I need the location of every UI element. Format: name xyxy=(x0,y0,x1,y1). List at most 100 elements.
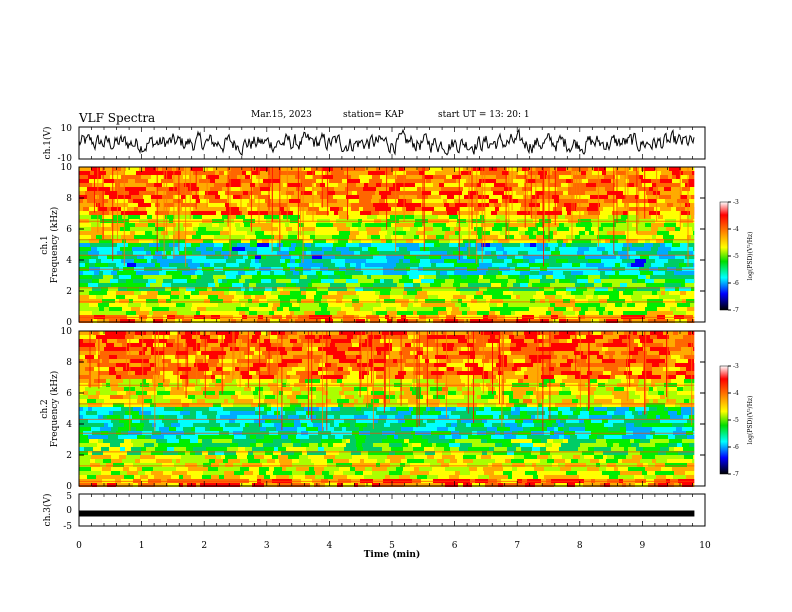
spectrogram-cell xyxy=(360,211,371,215)
spectrogram-cell xyxy=(623,319,632,323)
spectrogram-cell xyxy=(672,423,684,427)
spectrogram-cell xyxy=(157,331,165,335)
spectrogram-cell xyxy=(299,223,304,227)
spectrogram-cell xyxy=(645,239,650,243)
spectrogram-cell xyxy=(182,379,189,383)
spectrogram-cell xyxy=(166,251,171,255)
spectrogram-cell xyxy=(275,347,285,351)
spectrogram-cell xyxy=(177,187,188,191)
spectrogram-cell xyxy=(516,427,523,431)
spectrogram-cell xyxy=(94,231,104,235)
spectrogram-cell xyxy=(236,211,242,215)
sferic-streak xyxy=(327,167,329,216)
spectrogram-cell xyxy=(514,363,520,367)
spectrogram-cell xyxy=(102,343,106,347)
spectrogram-cell xyxy=(665,303,677,307)
spectrogram-cell xyxy=(629,167,633,171)
spectrogram-cell xyxy=(332,199,337,203)
spectrogram-cell xyxy=(509,287,520,291)
spectrogram-cell xyxy=(652,231,657,235)
spectrogram-cell xyxy=(327,415,334,419)
spectrogram-cell xyxy=(658,215,663,219)
spectrogram-cell xyxy=(256,371,269,375)
spectrogram-cell xyxy=(196,203,208,207)
spectrogram-cell xyxy=(340,411,346,415)
spectrogram-cell xyxy=(164,175,172,179)
spectrogram-cell xyxy=(147,271,159,275)
spectrogram-cell xyxy=(668,175,672,179)
ytick-label: 4 xyxy=(66,256,72,266)
spectrogram-cell xyxy=(553,275,565,279)
spectrogram-cell xyxy=(416,203,421,207)
spectrogram-cell xyxy=(686,351,695,355)
spectrogram-cell xyxy=(238,403,251,407)
spectrogram-cell xyxy=(184,247,196,251)
spectrogram-cell xyxy=(226,351,236,355)
spectrogram-cell xyxy=(146,339,155,343)
spectrogram-cell xyxy=(379,251,384,255)
spectrogram-cell xyxy=(668,411,677,415)
sferic-streak xyxy=(163,167,165,257)
spectrogram-cell xyxy=(454,199,458,203)
spectrogram-cell xyxy=(408,319,417,323)
spectrogram-cell xyxy=(474,295,483,299)
spectrogram-cell xyxy=(192,235,201,239)
spectrogram-cell xyxy=(166,223,176,227)
spectrogram-cell xyxy=(352,427,359,431)
spectrogram-cell xyxy=(251,339,257,343)
spectrogram-cell xyxy=(221,403,233,407)
spectrogram-cell xyxy=(675,363,682,367)
spectrogram-cell xyxy=(419,275,424,279)
spectrogram-cell xyxy=(673,331,678,335)
sferic-streak xyxy=(679,167,681,230)
spectrogram-cell xyxy=(650,331,663,335)
spectrogram-cell xyxy=(554,307,566,311)
spectrogram-cell xyxy=(529,199,537,203)
spectrogram-cell xyxy=(228,399,234,403)
spectrogram-cell xyxy=(442,375,447,379)
spectrogram-cell xyxy=(335,435,343,439)
spectrogram-cell xyxy=(406,175,416,179)
spectrogram-cell xyxy=(517,375,524,379)
spectrogram-cell xyxy=(393,367,404,371)
spectrogram-cell xyxy=(250,223,259,227)
spectrogram-cell xyxy=(222,307,230,311)
spectrogram-cell xyxy=(680,215,687,219)
spectrogram-cell xyxy=(120,319,127,323)
spectrogram-cell xyxy=(359,371,369,375)
spectrogram-cell xyxy=(429,247,435,251)
spectrogram-cell xyxy=(665,199,677,203)
spectrogram-cell xyxy=(210,187,222,191)
spectrogram-cell xyxy=(272,223,285,227)
spectrogram-cell xyxy=(190,391,203,395)
spectrogram-cell xyxy=(327,199,332,203)
spectrogram-cell xyxy=(345,303,352,307)
spectrogram-cell xyxy=(337,291,347,295)
spectrogram-cell xyxy=(487,287,491,291)
spectrogram-cell xyxy=(230,187,242,191)
spectrogram-cell xyxy=(225,203,229,207)
spectrogram-cell xyxy=(604,295,609,299)
spectrogram-cell xyxy=(568,191,578,195)
spectrogram-cell xyxy=(79,419,88,423)
spectrogram-cell xyxy=(529,275,542,279)
spectrogram-cell xyxy=(327,347,337,351)
spectrogram-cell xyxy=(615,375,626,379)
spectrogram-cell xyxy=(350,423,355,427)
spectrogram-cell xyxy=(454,367,462,371)
spectrogram-cell xyxy=(680,227,692,231)
spectrogram-cell xyxy=(433,223,446,227)
spectrogram-cell xyxy=(586,195,590,199)
spectrogram-cell xyxy=(318,367,323,371)
spectrogram-cell xyxy=(199,191,205,195)
spectrogram-cell xyxy=(618,251,624,255)
spectrogram-cell xyxy=(374,367,384,371)
spectrogram-cell xyxy=(454,271,465,275)
spectrogram-cell xyxy=(322,255,335,259)
spectrogram-cell xyxy=(122,179,128,183)
spectrogram-cell xyxy=(264,339,270,343)
spectrogram-cell xyxy=(350,227,358,231)
spectrogram-cell xyxy=(462,299,471,303)
spectrogram-cell xyxy=(534,427,547,431)
spectrogram-cell xyxy=(111,427,118,431)
